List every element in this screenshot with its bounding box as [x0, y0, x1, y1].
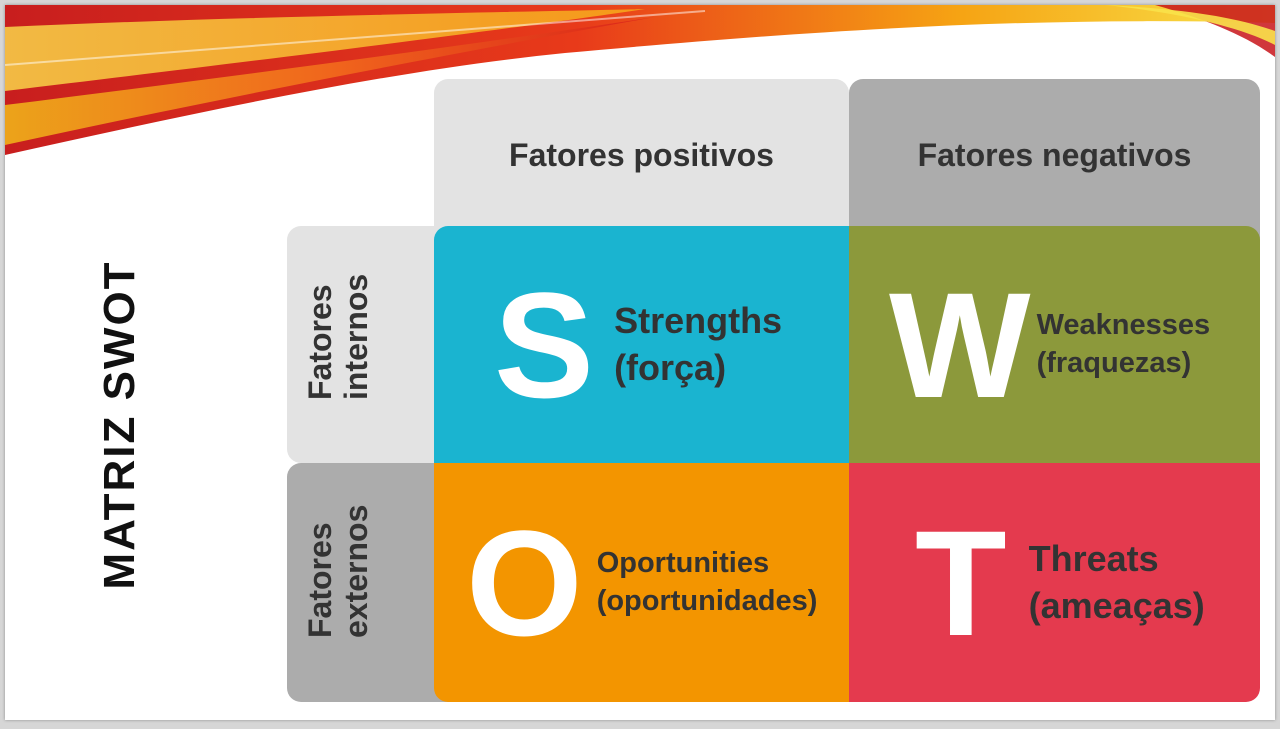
threats-label: Threats [1028, 537, 1159, 579]
opportunities-label: Oportunities [596, 546, 770, 579]
row-label-internal-line2: internos [338, 273, 374, 400]
weaknesses-translation: (fraquezas) [1036, 346, 1192, 379]
row-header-external: Fatores externos [287, 463, 457, 702]
quadrant-letter-t: T [915, 498, 1007, 667]
opportunities-translation: (oportunidades) [596, 584, 818, 617]
row-label-external-line2: externos [338, 504, 374, 638]
quadrant-letter-o: O [466, 498, 583, 667]
row-label-external: Fatores externos [302, 504, 374, 637]
column-header-negative: Fatores negativos [849, 79, 1260, 249]
decorative-swoosh [5, 5, 1275, 155]
strengths-translation: (força) [614, 346, 727, 388]
quadrant-text-weaknesses: Weaknesses (fraquezas) [1037, 307, 1211, 382]
quadrant-letter-w: W [889, 260, 1031, 429]
strengths-label: Strengths [614, 299, 783, 341]
weaknesses-label: Weaknesses [1036, 308, 1211, 341]
quadrant-text-threats: Threats (ameaças) [1029, 536, 1205, 630]
row-label-internal: Fatores internos [302, 273, 374, 399]
quadrant-letter-s: S [494, 260, 595, 429]
quadrant-threats: T Threats (ameaças) [849, 463, 1260, 702]
quadrant-opportunities: O Oportunities (oportunidades) [434, 463, 849, 702]
quadrant-weaknesses: W Weaknesses (fraquezas) [849, 226, 1260, 463]
slide-title: MATRIZ SWOT [95, 260, 144, 590]
column-header-positive: Fatores positivos [434, 79, 849, 249]
row-label-internal-line1: Fatores [302, 283, 338, 400]
quadrant-text-opportunities: Oportunities (oportunidades) [597, 545, 818, 620]
quadrant-strengths: S Strengths (força) [434, 226, 849, 463]
threats-translation: (ameaças) [1028, 584, 1205, 626]
row-label-external-line1: Fatores [302, 521, 338, 638]
row-header-internal: Fatores internos [287, 226, 457, 463]
quadrant-text-strengths: Strengths (força) [614, 298, 782, 392]
